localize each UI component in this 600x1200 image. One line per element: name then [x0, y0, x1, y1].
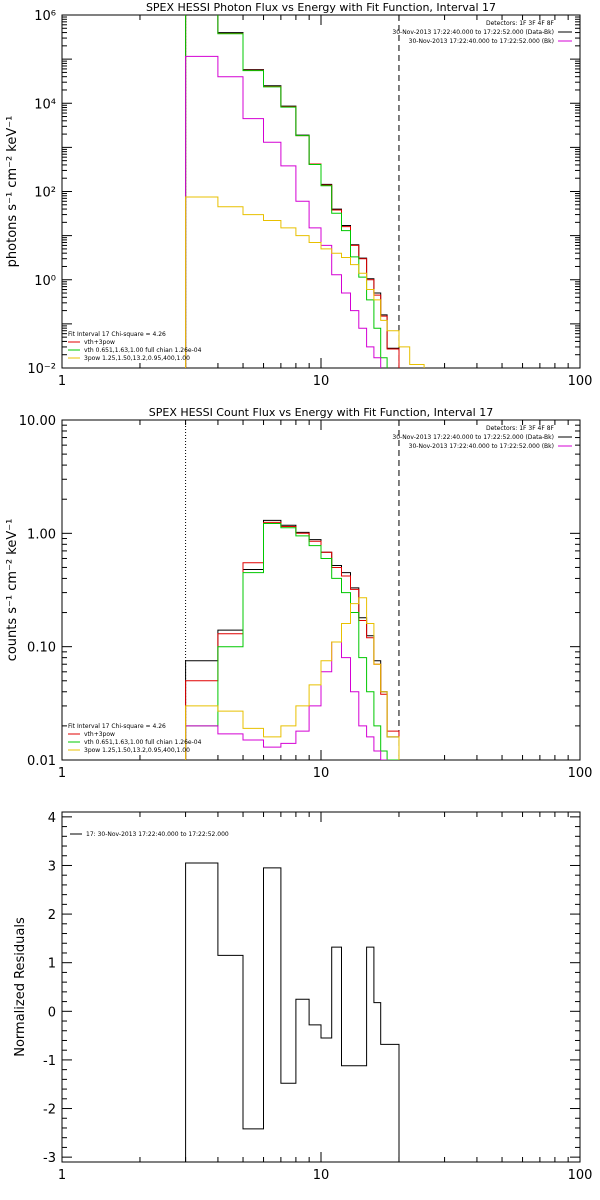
y-tick-label: 10⁰ — [34, 274, 56, 289]
y-axis-label: photons s⁻¹ cm⁻² keV⁻¹ — [5, 116, 20, 268]
series-line-5 — [185, 196, 425, 368]
plot-frame — [61, 419, 581, 761]
legend-entry: vth 0.651,1.63,1.00 full chian 1.26e-04 — [84, 739, 202, 746]
x-tick-label: 10 — [313, 374, 330, 389]
y-axis-label: counts s⁻¹ cm⁻² keV⁻¹ — [5, 519, 20, 662]
x-axis-ticks — [61, 15, 569, 368]
chart-panel-2: SPEX HESSI Count Flux vs Energy with Fit… — [5, 406, 593, 781]
y-tick-label: -1 — [43, 1054, 56, 1069]
plot-frame — [61, 811, 581, 1163]
legend-entry: 30-Nov-2013 17:22:40.000 to 17:22:52.000… — [392, 434, 554, 441]
data-series — [185, 862, 400, 1162]
x-tick-label: 100 — [568, 1168, 593, 1183]
legend-entry: vth+3pow — [84, 731, 115, 738]
x-tick-label: 1 — [58, 1168, 66, 1183]
plot-frame — [61, 14, 581, 369]
y-tick-label: 0 — [48, 1005, 56, 1020]
y-tick-label: -2 — [43, 1103, 56, 1118]
legend-entry: 30-Nov-2013 17:22:40.000 to 17:22:52.000… — [409, 443, 554, 450]
y-tick-label: 0.01 — [27, 754, 56, 769]
series-line-5 — [185, 597, 400, 760]
y-tick-label: -3 — [43, 1151, 56, 1166]
y-tick-label: 1 — [48, 957, 56, 972]
data-series — [185, 15, 425, 368]
legend-entry: 3pow 1.25,1.50,13.2,0.95,400,1.00 — [84, 355, 190, 362]
y-tick-label: 1.00 — [27, 527, 56, 542]
x-tick-label: 1 — [58, 374, 66, 389]
x-tick-label: 10 — [313, 766, 330, 781]
series-line-1 — [185, 862, 400, 1162]
x-tick-label: 1 — [58, 766, 66, 781]
legend-entry: 17: 30-Nov-2013 17:22:40.000 to 17:22:52… — [86, 831, 229, 838]
x-tick-label: 100 — [568, 766, 593, 781]
legend-entry: Detectors: 1F 3F 4F 8F — [486, 20, 555, 27]
y-tick-label: 2 — [48, 908, 56, 923]
y-tick-label: 10² — [34, 186, 56, 201]
y-axis-label: Normalized Residuals — [13, 917, 28, 1057]
chart-title: SPEX HESSI Photon Flux vs Energy with Fi… — [146, 1, 496, 14]
y-tick-label: 4 — [48, 811, 56, 826]
chart-panel-1: SPEX HESSI Photon Flux vs Energy with Fi… — [5, 1, 593, 389]
y-tick-label: 10.00 — [19, 414, 56, 429]
legend-entry: Fit Interval 17 Chi-square = 4.26 — [68, 331, 166, 338]
legend-entry: 3pow 1.25,1.50,13.2,0.95,400,1.00 — [84, 747, 190, 754]
x-tick-label: 10 — [313, 1168, 330, 1183]
x-axis-ticks — [61, 420, 569, 760]
x-tick-label: 100 — [568, 374, 593, 389]
y-axis-ticks — [62, 816, 580, 1158]
y-tick-label: 10⁻² — [27, 362, 56, 377]
y-tick-label: 10⁴ — [34, 97, 56, 112]
y-tick-label: 0.10 — [27, 641, 56, 656]
data-series — [185, 519, 400, 760]
series-line-4 — [185, 55, 382, 368]
legend-entry: Detectors: 1F 3F 4F 8F — [486, 425, 555, 432]
legend-entry: Fit Interval 17 Chi-square = 4.26 — [68, 723, 166, 730]
legend-entry: 30-Nov-2013 17:22:40.000 to 17:22:52.000… — [392, 29, 554, 36]
y-tick-label: 10⁶ — [34, 9, 56, 24]
legend-entry: vth 0.651,1.63,1.00 full chian 1.26e-04 — [84, 347, 202, 354]
x-axis-ticks — [61, 812, 569, 1162]
y-axis-ticks — [62, 16, 580, 369]
legend-entry: vth+3pow — [84, 339, 115, 346]
legend-entry: 30-Nov-2013 17:22:40.000 to 17:22:52.000… — [409, 38, 554, 45]
y-tick-label: 3 — [48, 859, 56, 874]
series-line-3 — [185, 15, 388, 368]
y-axis-ticks — [62, 424, 580, 761]
chart-panel-3: Normalized Residuals 1 10 100 -3 -2 -1 0 1 2 3 4 17:… — [13, 811, 593, 1183]
chart-title: SPEX HESSI Count Flux vs Energy with Fit… — [149, 406, 493, 419]
series-line-1 — [185, 15, 400, 368]
series-line-3 — [185, 523, 400, 760]
